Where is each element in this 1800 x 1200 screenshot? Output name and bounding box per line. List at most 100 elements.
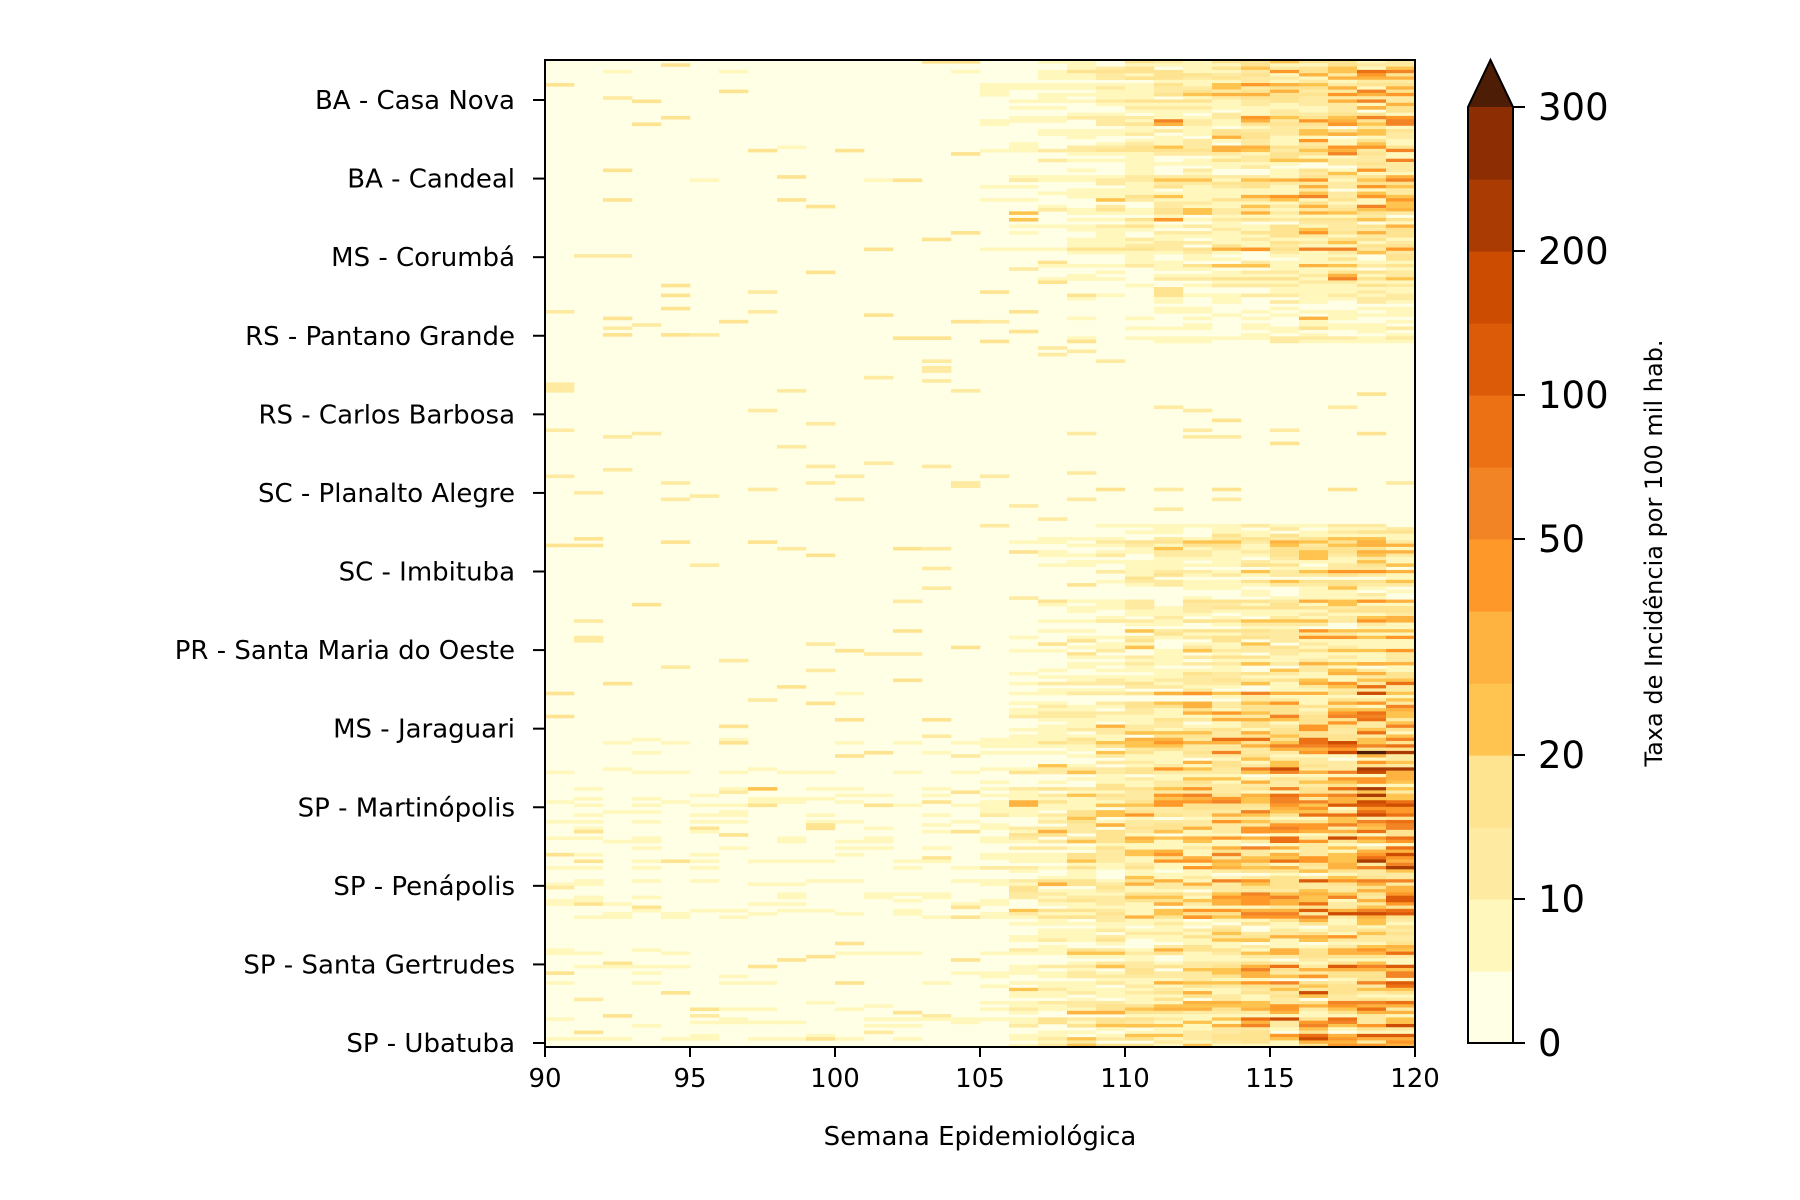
- heat-cell: [1009, 770, 1039, 775]
- heat-cell: [574, 951, 604, 956]
- heat-cell: [1154, 839, 1184, 844]
- heat-cell: [1038, 741, 1068, 745]
- heat-cell: [1096, 866, 1126, 870]
- heat-cell: [1386, 280, 1416, 285]
- heat-cell: [1299, 816, 1329, 821]
- heat-cell: [1270, 579, 1300, 584]
- heat-cell: [1270, 941, 1300, 946]
- heat-cell: [1009, 829, 1039, 834]
- heat-cell: [1241, 856, 1271, 860]
- heat-cell: [1067, 839, 1097, 844]
- heat-cell: [1038, 882, 1068, 887]
- heat-cell: [1183, 619, 1213, 623]
- heat-cell: [1241, 826, 1271, 831]
- x-tick-label: 95: [673, 1064, 706, 1094]
- heat-cell: [1386, 109, 1416, 113]
- heat-cell: [1241, 83, 1271, 87]
- heat-cell: [1183, 586, 1213, 590]
- heat-cell: [1357, 948, 1387, 952]
- heat-cell: [1299, 596, 1329, 600]
- heat-cell: [1183, 573, 1213, 577]
- heat-cell: [1270, 852, 1300, 857]
- heat-cell: [1270, 313, 1300, 317]
- heat-cell: [1386, 895, 1416, 900]
- heat-cell: [1328, 813, 1358, 817]
- heat-cell: [1299, 191, 1329, 196]
- heat-cell: [1328, 250, 1358, 255]
- heat-cell: [1241, 142, 1271, 146]
- heat-cell: [1357, 560, 1387, 564]
- heat-cell: [632, 1023, 662, 1028]
- heat-cell: [951, 790, 981, 794]
- heat-cell: [1125, 790, 1155, 794]
- heat-cell: [1038, 346, 1068, 350]
- heat-cell: [1328, 270, 1358, 275]
- heat-cell: [1154, 846, 1184, 850]
- heat-cell: [1299, 639, 1329, 643]
- heat-cell: [1241, 935, 1271, 939]
- heat-cell: [1154, 721, 1184, 725]
- heat-cell: [1009, 1033, 1039, 1038]
- heat-cell: [1386, 599, 1416, 604]
- heat-cell: [1241, 188, 1271, 192]
- heat-cell: [1125, 875, 1155, 880]
- heat-cell: [1328, 787, 1358, 791]
- heat-cell: [1154, 843, 1184, 847]
- heat-cell: [1357, 1030, 1387, 1035]
- heat-cell: [1270, 129, 1300, 133]
- heat-cell: [632, 737, 662, 742]
- heat-cell: [719, 803, 749, 808]
- heat-cell: [1328, 826, 1358, 831]
- heat-cell: [1270, 102, 1300, 107]
- heat-cell: [603, 915, 633, 919]
- heat-cell: [864, 839, 894, 844]
- heat-cell: [1067, 866, 1097, 870]
- heat-cell: [1299, 691, 1329, 696]
- y-tick-label: SC - Imbituba: [339, 558, 515, 588]
- heat-cell: [1357, 211, 1387, 215]
- heat-cell: [1328, 971, 1358, 975]
- heat-cell: [1067, 721, 1097, 725]
- heat-cell: [1270, 806, 1300, 811]
- heat-cell: [922, 365, 952, 370]
- heat-cell: [1270, 198, 1300, 202]
- heat-cell: [661, 497, 691, 502]
- heat-cell: [1270, 773, 1300, 778]
- heat-cell: [1386, 63, 1416, 67]
- heat-cell: [1009, 981, 1039, 985]
- heat-cell: [1096, 898, 1126, 903]
- heat-cell: [1328, 843, 1358, 847]
- heat-cell: [1009, 310, 1039, 314]
- heat-cell: [1270, 596, 1300, 600]
- heat-cell: [1067, 247, 1097, 252]
- colorbar-segment: [1468, 683, 1513, 756]
- heat-cell: [1299, 234, 1329, 238]
- heat-cell: [1328, 912, 1358, 916]
- heat-cell: [1386, 635, 1416, 640]
- heat-cell: [545, 971, 575, 975]
- heat-cell: [1270, 892, 1300, 896]
- heat-cell: [1386, 66, 1416, 71]
- x-tick-label: 105: [955, 1064, 1005, 1094]
- heat-cell: [1038, 132, 1068, 136]
- heat-cell: [806, 421, 836, 426]
- heat-cell: [1328, 168, 1358, 173]
- heat-cell: [1096, 1043, 1126, 1048]
- heat-cell: [1328, 846, 1358, 850]
- heat-cell: [1154, 866, 1184, 870]
- heat-cell: [1009, 767, 1039, 771]
- heat-cell: [1212, 744, 1242, 748]
- heat-cell: [1241, 181, 1271, 186]
- heat-cell: [1299, 1030, 1329, 1035]
- heat-cell: [1067, 875, 1097, 880]
- heat-cell: [1357, 648, 1387, 653]
- heat-cell: [1125, 237, 1155, 242]
- heat-cell: [1096, 66, 1126, 71]
- heat-cell: [1299, 175, 1329, 179]
- heat-cell: [1357, 935, 1387, 939]
- heat-cell: [1270, 96, 1300, 100]
- heat-cell: [1328, 89, 1358, 94]
- heat-cell: [1212, 935, 1242, 939]
- heat-cell: [1241, 658, 1271, 663]
- heat-cell: [1125, 668, 1155, 673]
